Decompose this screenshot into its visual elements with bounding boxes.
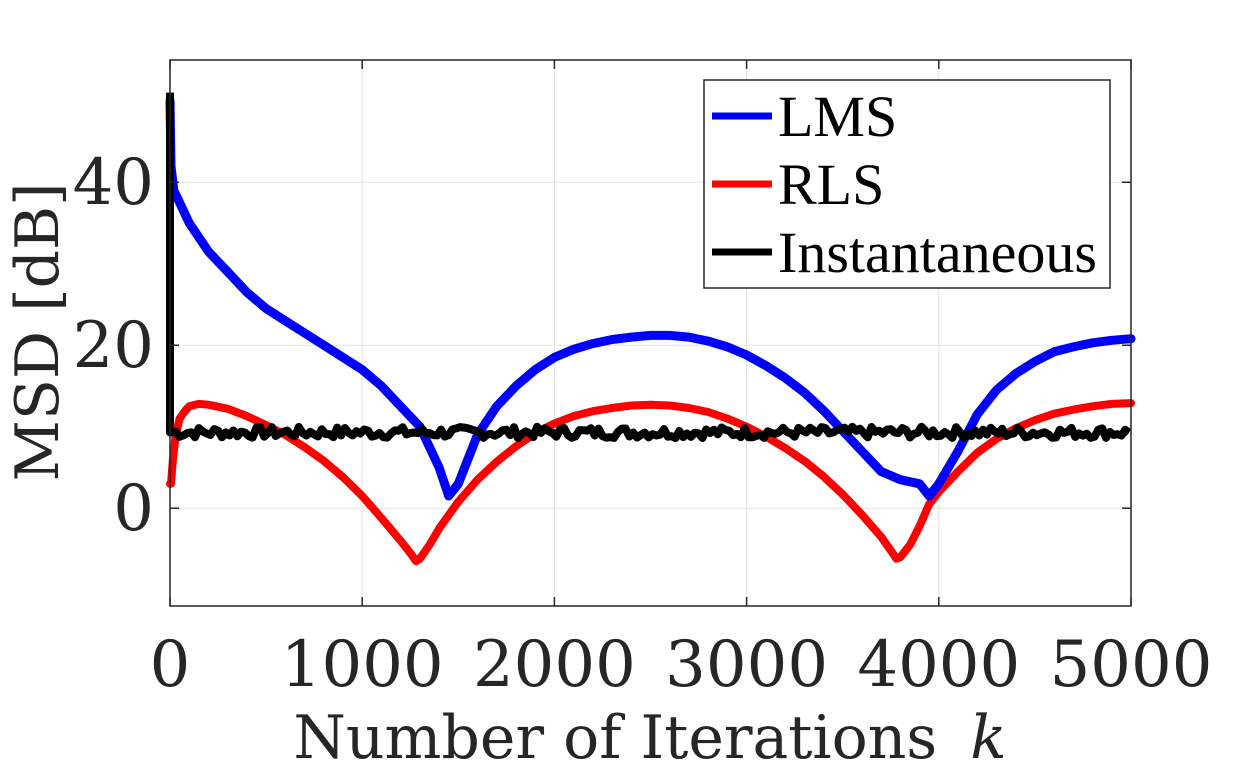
legend-label-lms: LMS (778, 84, 897, 149)
y-tick-label-2: 40 (73, 146, 154, 220)
x-tick-label-4: 4000 (857, 628, 1020, 702)
x-tick-label-1: 1000 (281, 628, 444, 702)
ticks (169, 60, 1132, 606)
x-tick-label-5: 5000 (1050, 628, 1213, 702)
series-layer (165, 92, 1136, 566)
y-tick-label-0: 0 (113, 472, 154, 546)
series-line-instantaneous (166, 92, 1132, 443)
y-tick-label-1: 20 (73, 309, 154, 383)
x-axis-label-variable: k (970, 703, 1006, 773)
plot-border (169, 59, 1132, 607)
legend-label-instantaneous: Instantaneous (778, 220, 1097, 285)
y-tick-labels: 0 20 40 (73, 146, 154, 546)
x-tick-labels: 0 1000 2000 3000 4000 5000 (150, 628, 1213, 702)
series-line-lms (165, 96, 1136, 501)
x-tick-label-2: 2000 (473, 628, 636, 702)
series-line-rls (166, 399, 1135, 566)
y-axis-label: MSD [dB] (3, 182, 73, 481)
legend: LMS RLS Instantaneous (703, 79, 1111, 289)
x-axis-label: Number of Iterations k (293, 703, 1006, 773)
x-tick-label-3: 3000 (665, 628, 828, 702)
legend-label-rls: RLS (778, 152, 884, 217)
axes-frame (169, 59, 1132, 607)
x-tick-label-0: 0 (150, 628, 191, 702)
x-axis-label-text: Number of Iterations (293, 703, 937, 773)
